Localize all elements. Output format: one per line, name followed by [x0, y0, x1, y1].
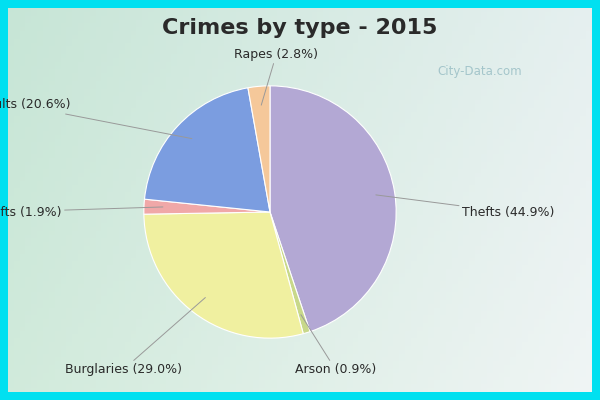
Wedge shape [144, 199, 270, 214]
Text: Burglaries (29.0%): Burglaries (29.0%) [65, 298, 205, 376]
Wedge shape [248, 86, 270, 212]
Wedge shape [145, 88, 270, 212]
Wedge shape [144, 212, 303, 338]
Wedge shape [270, 212, 310, 334]
Text: Thefts (44.9%): Thefts (44.9%) [376, 195, 554, 218]
Text: Auto thefts (1.9%): Auto thefts (1.9%) [0, 206, 163, 218]
Text: Assaults (20.6%): Assaults (20.6%) [0, 98, 192, 138]
Text: Crimes by type - 2015: Crimes by type - 2015 [163, 18, 437, 38]
Text: City-Data.com: City-Data.com [437, 66, 523, 78]
Text: Rapes (2.8%): Rapes (2.8%) [235, 48, 319, 105]
Wedge shape [270, 86, 396, 332]
Text: Arson (0.9%): Arson (0.9%) [295, 315, 376, 376]
